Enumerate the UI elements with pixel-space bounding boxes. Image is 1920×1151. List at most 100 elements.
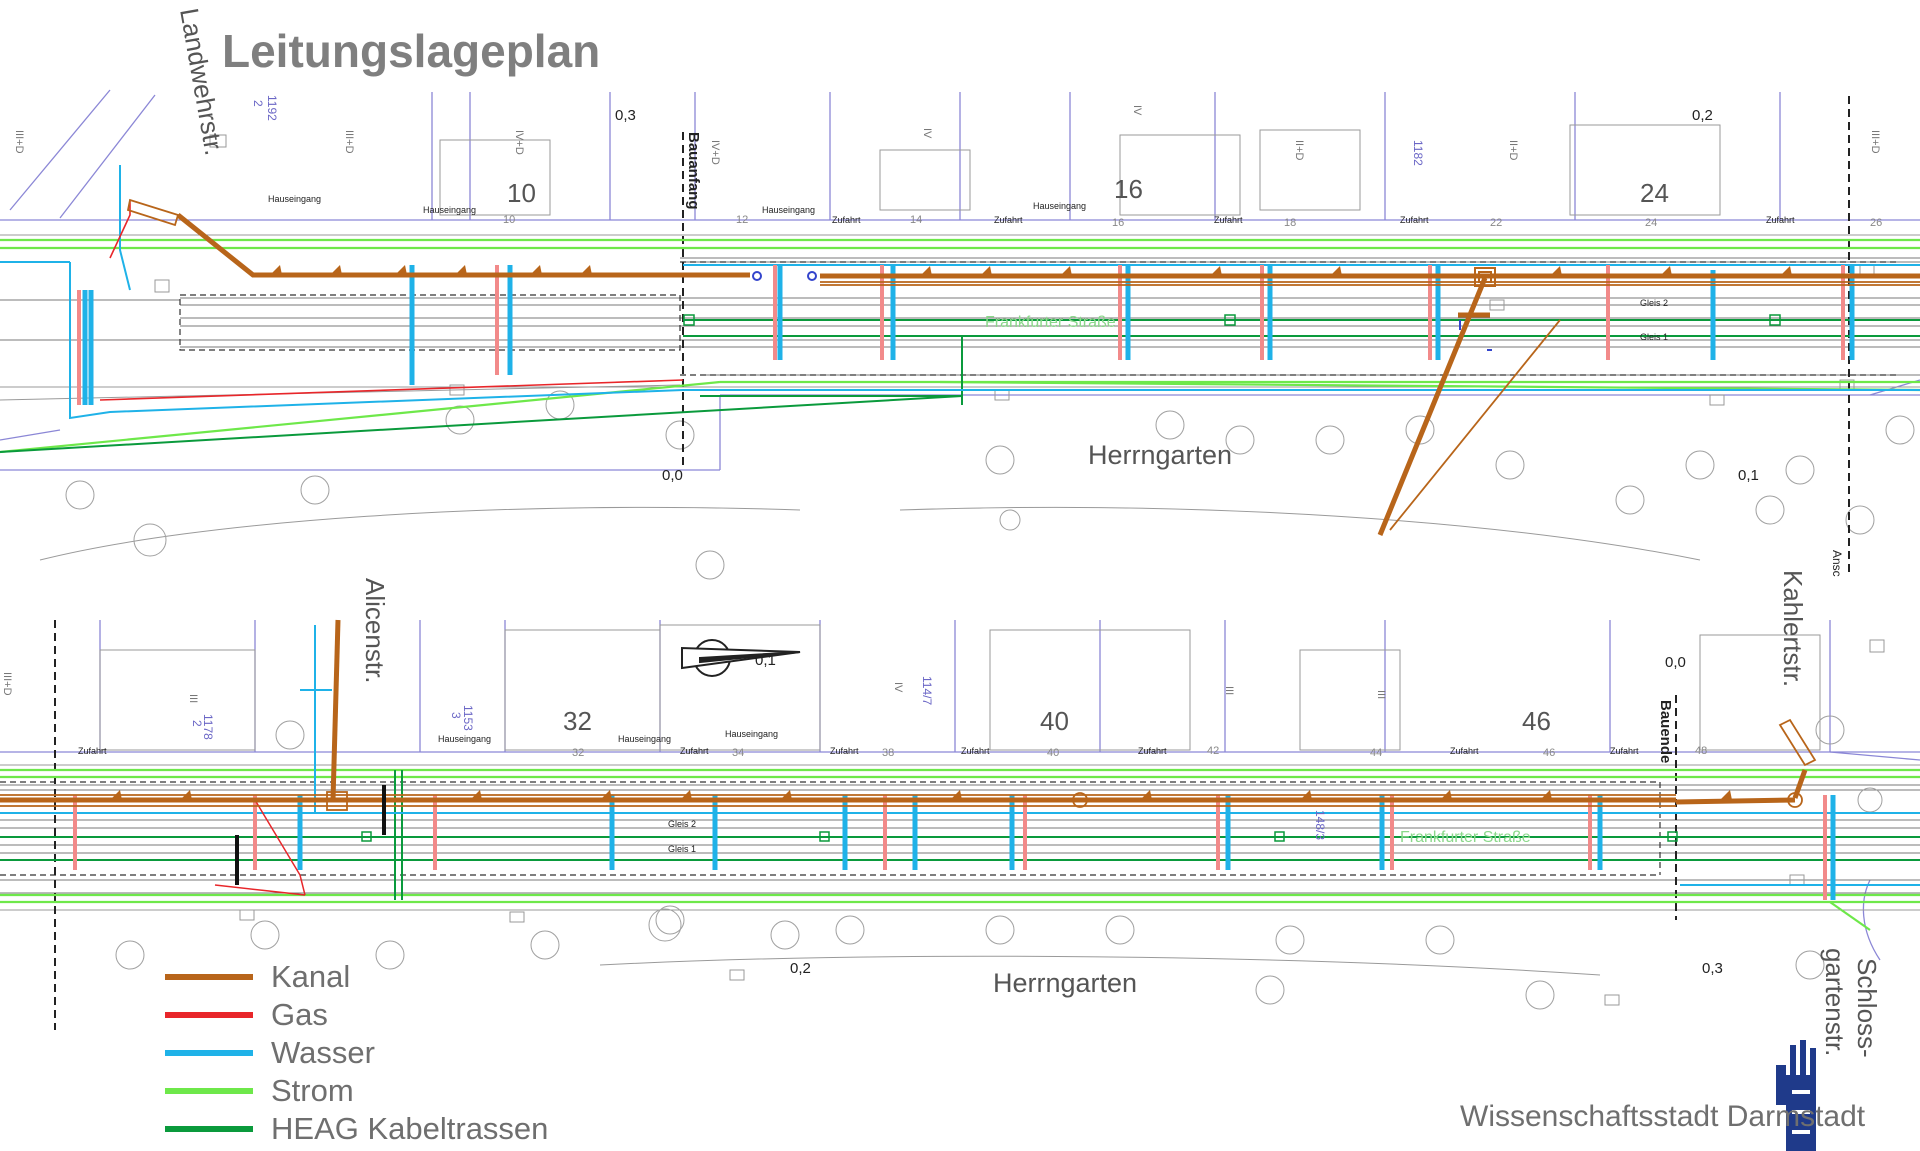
elevation-label: 0,2 bbox=[1692, 107, 1713, 124]
north-arrow-icon bbox=[681, 639, 801, 677]
parcel-id: 2 bbox=[251, 100, 265, 107]
elevation-label: 0,0 bbox=[1665, 654, 1686, 671]
gas-crossings-top bbox=[77, 265, 1845, 405]
zufahrt-label: Zufahrt bbox=[961, 746, 990, 756]
legend-label: Kanal bbox=[271, 959, 351, 994]
strom-lines-bottom bbox=[0, 768, 1920, 931]
legend: Kanal Gas Wasser Strom HEAG Kabeltrassen bbox=[165, 958, 585, 1148]
wasser-crossings-bottom bbox=[297, 795, 1836, 900]
floor-label: III bbox=[187, 694, 199, 703]
bauanfang-label: Bauanfang bbox=[685, 132, 702, 210]
legend-item-strom: Strom bbox=[165, 1072, 585, 1110]
bauende-label: Bauende bbox=[1657, 700, 1674, 763]
zufahrt-label: Zufahrt bbox=[1138, 746, 1167, 756]
hauseingang-label: Hauseingang bbox=[268, 194, 321, 204]
parcel-id: 148/3 bbox=[1313, 810, 1327, 840]
parcel-id: 114/7 bbox=[920, 676, 934, 705]
gleis-label: Gleis 2 bbox=[1640, 298, 1668, 308]
floor-label: IV bbox=[892, 682, 904, 693]
small-number: 26 bbox=[1870, 217, 1882, 229]
zufahrt-label: Zufahrt bbox=[1214, 215, 1243, 225]
city-name: Wissenschaftsstadt Darmstadt bbox=[1460, 1100, 1866, 1133]
house-number: 10 bbox=[507, 178, 536, 208]
small-number: 24 bbox=[1645, 217, 1657, 229]
floor-label: III+D bbox=[343, 130, 355, 154]
bauende-line bbox=[54, 620, 1677, 1030]
legend-item-heag: HEAG Kabeltrassen bbox=[165, 1110, 585, 1148]
house-number: 40 bbox=[1040, 706, 1069, 736]
gleis-label: Gleis 1 bbox=[668, 844, 696, 854]
small-number: 16 bbox=[1112, 217, 1124, 229]
zufahrt-label: Zufahrt bbox=[78, 746, 107, 756]
parcel-id: 1178 bbox=[201, 714, 215, 740]
floor-label: IV bbox=[1131, 105, 1143, 116]
parcel-id: 1182 bbox=[1411, 140, 1425, 166]
frankfurter-bottom: Frankfurter Straße bbox=[1400, 829, 1531, 846]
legend-swatch bbox=[165, 1126, 253, 1132]
street-schloss-line2: gartenstr. bbox=[1820, 948, 1850, 1056]
floor-label: III+D bbox=[1869, 130, 1881, 154]
floor-label: II+D bbox=[1293, 140, 1305, 161]
small-number: 46 bbox=[1543, 747, 1555, 759]
legend-label: Strom bbox=[271, 1073, 354, 1108]
elevation-label: 0,3 bbox=[1702, 960, 1723, 977]
map-labels: Landwehrstr. Alicenstr. Kahlertstr. Schl… bbox=[1, 6, 1882, 1058]
small-number: 40 bbox=[1047, 747, 1059, 759]
legend-item-kanal: Kanal bbox=[165, 958, 585, 996]
zufahrt-label: Zufahrt bbox=[1610, 746, 1639, 756]
small-number: 42 bbox=[1207, 745, 1219, 757]
ansc-label: Ansc bbox=[1830, 550, 1844, 577]
hauseingang-label: Hauseingang bbox=[1033, 201, 1086, 211]
legend-item-wasser: Wasser bbox=[165, 1034, 585, 1072]
house-number: 16 bbox=[1114, 174, 1143, 204]
small-number: 32 bbox=[572, 747, 584, 759]
street-schloss-line1: Schloss- bbox=[1852, 958, 1882, 1058]
floor-label: III+D bbox=[13, 130, 25, 154]
small-number: 18 bbox=[1284, 217, 1296, 229]
frankfurter-top: Frankfurter Straße bbox=[985, 314, 1116, 331]
parcel-id: 1192 bbox=[265, 95, 279, 121]
top-strip-base bbox=[0, 89, 1920, 580]
zufahrt-label: Zufahrt bbox=[830, 746, 859, 756]
legend-label: HEAG Kabeltrassen bbox=[271, 1111, 549, 1146]
gleis-label: Gleis 1 bbox=[1640, 332, 1668, 342]
street-alicen: Alicenstr. bbox=[360, 578, 390, 684]
hauseingang-label: Hauseingang bbox=[438, 734, 491, 744]
zufahrt-label: Zufahrt bbox=[994, 215, 1023, 225]
herrngarten-top: Herrngarten bbox=[1088, 440, 1232, 470]
zufahrt-label: Zufahrt bbox=[680, 746, 709, 756]
elevation-label: 0,0 bbox=[662, 467, 683, 484]
kanal-shaft-top bbox=[1474, 267, 1496, 287]
house-number: 46 bbox=[1522, 706, 1551, 736]
darmstadt-logo-icon bbox=[1776, 1040, 1816, 1151]
small-number: 12 bbox=[736, 214, 748, 226]
wasser-lines-top bbox=[0, 165, 1920, 420]
hauseingang-label: Hauseingang bbox=[725, 729, 778, 739]
legend-label: Wasser bbox=[271, 1035, 375, 1070]
legend-item-gas: Gas bbox=[165, 996, 585, 1034]
legend-swatch bbox=[165, 1012, 253, 1018]
kanal-lines-bottom bbox=[0, 619, 1808, 805]
elevation-label: 0,2 bbox=[790, 960, 811, 977]
legend-swatch bbox=[165, 1050, 253, 1056]
gas-crossings-bottom bbox=[73, 795, 1827, 900]
wasser-crossings-top bbox=[82, 265, 1855, 405]
house-number: 24 bbox=[1640, 178, 1669, 208]
elevation-label: 0,3 bbox=[615, 107, 636, 124]
legend-swatch bbox=[165, 974, 253, 980]
legend-label: Gas bbox=[271, 997, 328, 1032]
zufahrt-label: Zufahrt bbox=[1766, 215, 1795, 225]
elevation-label: 0,1 bbox=[1738, 467, 1759, 484]
zufahrt-label: Zufahrt bbox=[1450, 746, 1479, 756]
floor-label: IV+D bbox=[709, 140, 721, 165]
floor-label: IV bbox=[921, 128, 933, 139]
elevation-label: 0,1 bbox=[755, 652, 776, 669]
floor-label: III bbox=[1375, 690, 1387, 699]
small-number: 48 bbox=[1695, 745, 1707, 757]
small-number: 38 bbox=[882, 747, 894, 759]
gas-lines-top bbox=[99, 200, 684, 401]
zufahrt-label: Zufahrt bbox=[832, 215, 861, 225]
street-kahlert: Kahlertstr. bbox=[1778, 570, 1808, 687]
herrngarten-bottom: Herrngarten bbox=[993, 968, 1137, 998]
floor-label: III bbox=[1223, 686, 1235, 695]
